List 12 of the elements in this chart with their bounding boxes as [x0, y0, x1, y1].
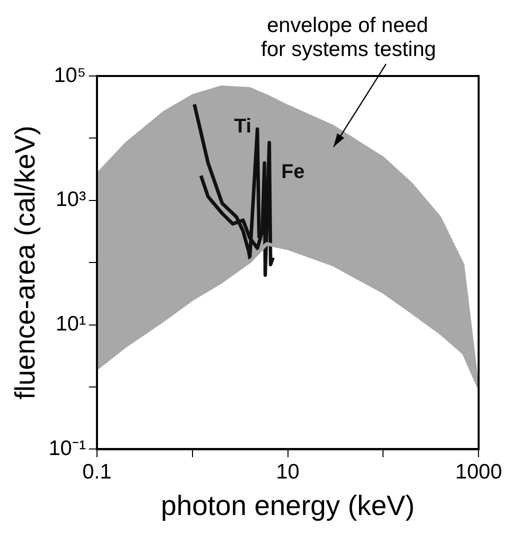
series-label: Ti	[234, 116, 252, 138]
y-tick-label: 10³	[56, 188, 86, 212]
x-tick-label: 1000	[455, 460, 502, 484]
series-label: Fe	[281, 161, 305, 184]
y-tick-label: 10⁵	[54, 64, 86, 87]
y-tick-label: 10⁻¹	[48, 436, 86, 460]
x-tick-label: 0.1	[82, 460, 112, 484]
x-axis-title: photon energy (keV)	[160, 490, 415, 521]
y-tick-label: 10¹	[56, 312, 86, 336]
text: envelope of need for systems testing	[261, 14, 436, 61]
x-tick-label: 10	[276, 460, 300, 484]
y-axis-title: fluence-area (cal/keV)	[10, 126, 41, 400]
